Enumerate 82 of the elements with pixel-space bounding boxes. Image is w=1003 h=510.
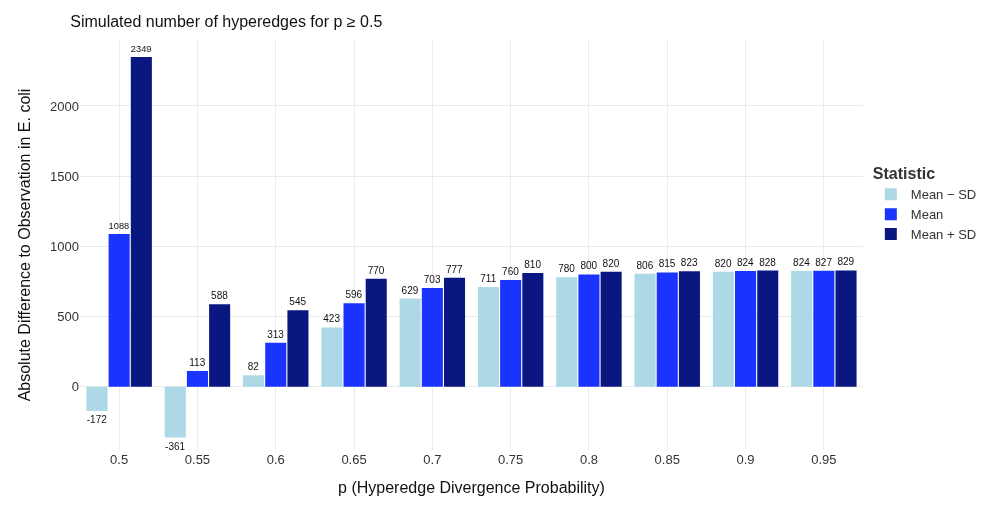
data-label: 777 <box>445 263 464 275</box>
x-tick-label: 0.5 <box>110 452 129 467</box>
data-label: 113 <box>189 356 206 368</box>
data-label: 588 <box>211 290 229 302</box>
bar <box>421 288 443 387</box>
x-tick-label: 0.6 <box>266 452 285 467</box>
x-tick-label: 0.7 <box>423 452 442 467</box>
data-label: 82 <box>247 361 260 373</box>
bar <box>243 375 265 387</box>
bar <box>757 270 779 387</box>
bar <box>656 272 678 387</box>
data-label: 824 <box>736 257 755 269</box>
bar <box>287 310 309 387</box>
data-label: 828 <box>759 256 777 268</box>
x-tick-label: 0.8 <box>579 452 598 467</box>
data-label: 313 <box>267 328 285 340</box>
data-label: 770 <box>367 264 385 276</box>
x-tick-label: 0.85 <box>654 452 680 467</box>
data-label: 810 <box>524 259 542 271</box>
legend-label: Mean <box>910 207 944 223</box>
bar <box>735 271 757 387</box>
bar <box>712 271 734 387</box>
bar <box>556 277 578 387</box>
bar <box>835 270 857 387</box>
y-tick-label: 1500 <box>50 168 79 184</box>
data-label: -361 <box>165 440 186 452</box>
data-label: 829 <box>837 256 855 268</box>
data-label: 820 <box>714 257 732 269</box>
bar <box>265 342 287 387</box>
bar <box>343 303 365 387</box>
bar <box>186 370 208 387</box>
y-axis-title: Absolute Difference to Observation in E. coli <box>15 88 33 402</box>
bar <box>578 274 600 387</box>
data-label: 827 <box>815 256 833 268</box>
data-label: 824 <box>793 257 811 269</box>
bar <box>399 298 421 387</box>
bar <box>477 286 499 387</box>
legend-label: Mean − SD <box>910 187 977 203</box>
bar <box>813 270 835 387</box>
data-label: -172 <box>86 413 108 425</box>
data-label: 545 <box>289 296 307 308</box>
legend-label: Mean + SD <box>910 227 977 243</box>
chart-title: Simulated number of hyperedges for p ≥ 0.5 <box>70 12 383 30</box>
data-label: 629 <box>401 284 419 296</box>
x-tick-label: 0.95 <box>811 452 837 467</box>
bar <box>500 280 522 387</box>
data-label: 820 <box>602 257 620 269</box>
bar <box>321 327 343 387</box>
bar <box>365 278 387 387</box>
data-label: 423 <box>323 313 341 325</box>
data-label: 815 <box>658 258 676 270</box>
data-label: 806 <box>636 259 654 271</box>
x-tick-label: 0.55 <box>184 452 211 467</box>
y-tick-label: 1000 <box>50 238 79 254</box>
x-tick-label: 0.65 <box>341 452 367 467</box>
bar <box>86 386 108 411</box>
bar <box>209 304 231 387</box>
data-label: 703 <box>423 274 441 286</box>
x-axis-title: p (Hyperedge Divergence Probability) <box>338 478 605 496</box>
x-tick-label: 0.9 <box>736 452 755 467</box>
bar <box>634 273 656 387</box>
data-label: 1088 <box>108 221 130 232</box>
data-label: 760 <box>502 266 520 278</box>
y-tick-label: 0 <box>71 379 79 395</box>
data-label: 2349 <box>130 44 152 55</box>
bar <box>600 271 622 387</box>
data-label: 823 <box>680 257 698 269</box>
bar <box>444 277 466 387</box>
data-label: 780 <box>558 263 576 275</box>
bar <box>130 56 152 387</box>
bar <box>678 271 700 387</box>
legend-title: Statistic <box>872 165 936 183</box>
x-tick-label: 0.75 <box>497 452 524 467</box>
bar <box>164 386 186 438</box>
bar <box>108 234 130 387</box>
data-label: 711 <box>480 272 497 284</box>
data-label: 596 <box>345 289 363 301</box>
data-label: 800 <box>580 260 598 272</box>
bar <box>791 271 813 387</box>
y-tick-label: 2000 <box>50 98 79 114</box>
bar <box>522 273 544 387</box>
y-tick-label: 500 <box>57 309 79 325</box>
